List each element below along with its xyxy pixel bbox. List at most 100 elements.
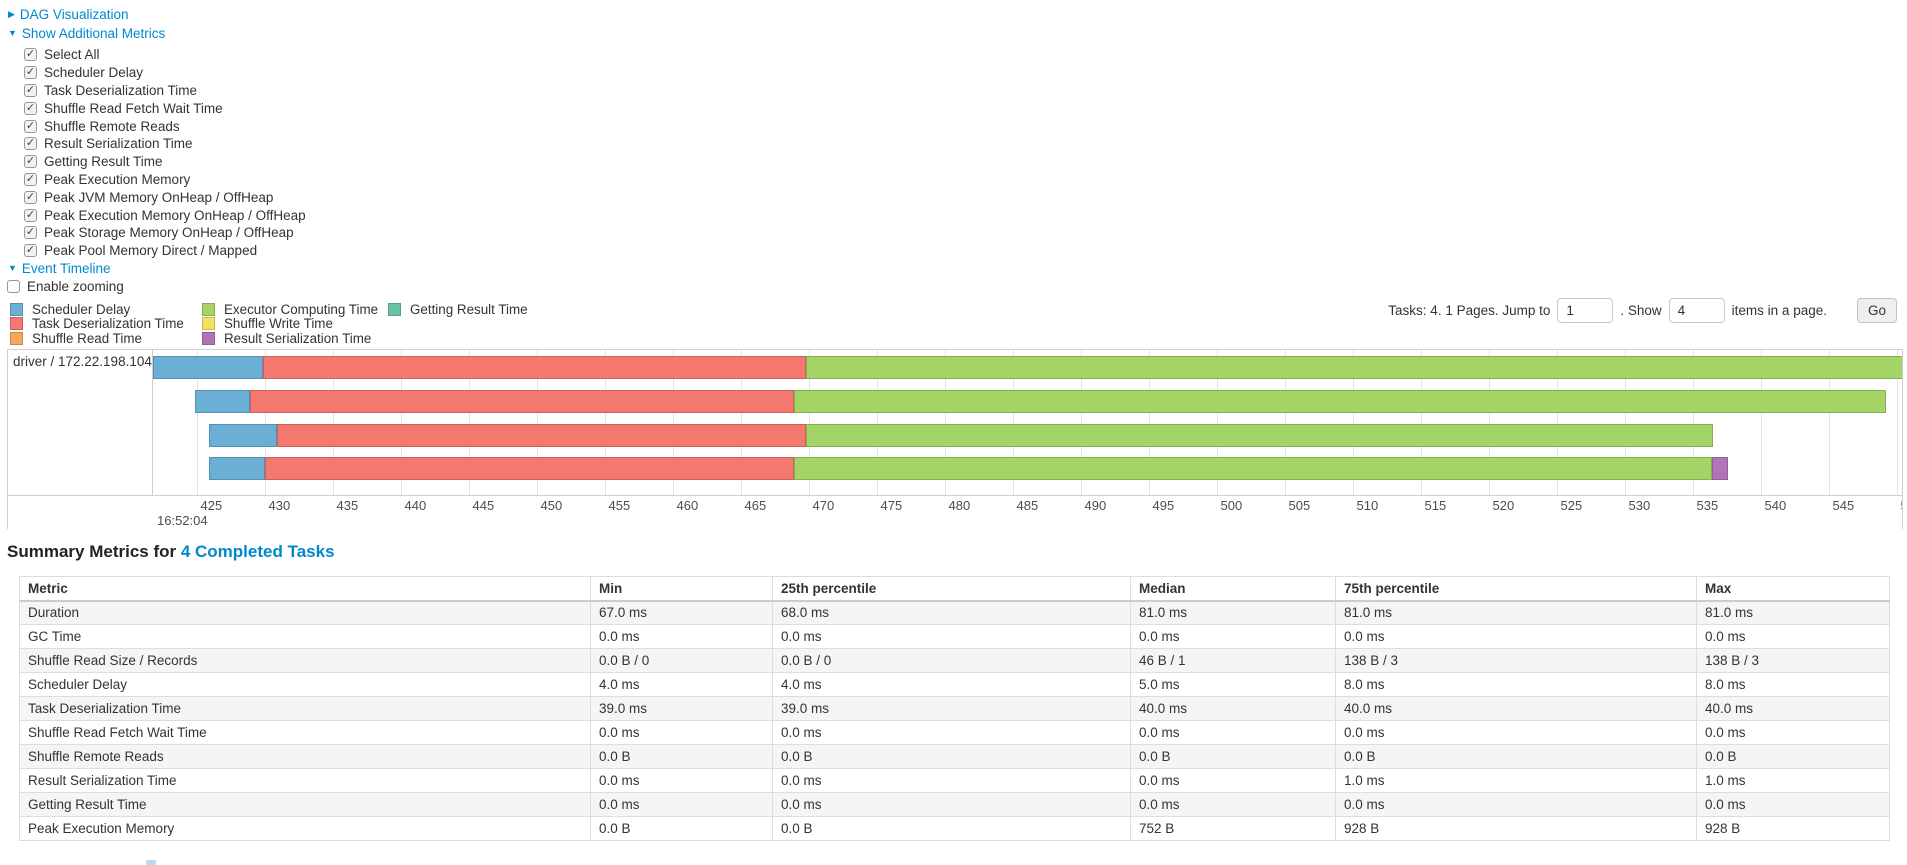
task-bar-segment-executor_computing[interactable] — [793, 457, 1712, 480]
executor-group-label: driver / 172.22.198.104 — [13, 354, 152, 369]
checkbox-icon[interactable] — [24, 226, 37, 240]
metric-name-cell: GC Time — [19, 624, 591, 649]
table-header-cell: Median — [1130, 576, 1336, 602]
event-timeline-label: Event Timeline — [21, 261, 111, 276]
metric-checkbox-scheduler-delay[interactable]: Scheduler Delay — [24, 64, 306, 82]
task-bar-segment-task_deserialization[interactable] — [263, 356, 806, 379]
task-bar-segment-result_serialization[interactable] — [1711, 457, 1728, 480]
task-bar-segment-scheduler_delay[interactable] — [153, 356, 264, 379]
axis-tick-label: 545 — [1832, 498, 1855, 513]
metric-checkbox-select-all[interactable]: Select All — [24, 46, 306, 64]
checkbox-icon[interactable] — [24, 83, 37, 97]
task-bar-segment-task_deserialization[interactable] — [249, 390, 794, 413]
event-timeline-toggle[interactable]: ▼ Event Timeline — [8, 261, 110, 276]
metric-checkbox-label: Peak Pool Memory Direct / Mapped — [44, 243, 258, 259]
items-per-page-input[interactable] — [1668, 297, 1725, 323]
metric-value-cell: 39.0 ms — [772, 696, 1131, 721]
show-additional-metrics-toggle[interactable]: ▼ Show Additional Metrics — [8, 26, 165, 41]
task-bar-segment-scheduler_delay[interactable] — [208, 424, 277, 447]
metric-checkbox-task-deserialization-time[interactable]: Task Deserialization Time — [24, 82, 306, 100]
checkbox-icon[interactable] — [24, 172, 37, 186]
metric-checkbox-getting-result-time[interactable]: Getting Result Time — [24, 153, 306, 171]
dag-visualization-toggle[interactable]: ▶ DAG Visualization — [8, 7, 128, 22]
metric-value-cell: 1.0 ms — [1335, 768, 1697, 793]
metric-checkbox-peak-execution-memory-onheap-offheap[interactable]: Peak Execution Memory OnHeap / OffHeap — [24, 206, 306, 224]
axis-tick-label: 455 — [608, 498, 631, 513]
task-bar-segment-executor_computing[interactable] — [805, 424, 1713, 447]
metric-name-cell: Task Deserialization Time — [19, 696, 591, 721]
checkbox-icon[interactable] — [24, 244, 37, 258]
next-section-cutoff — [146, 860, 156, 865]
checkbox-icon[interactable] — [24, 101, 37, 115]
legend-swatch-scheduler_delay — [10, 302, 23, 316]
table-header-cell: 25th percentile — [772, 576, 1131, 602]
checkbox-icon[interactable] — [24, 190, 37, 204]
timeline-group-column: driver / 172.22.198.104 — [8, 350, 153, 495]
metric-value-cell: 0.0 B — [1696, 744, 1890, 769]
checkbox-icon[interactable] — [24, 66, 37, 80]
chevron-right-icon: ▶ — [8, 9, 15, 19]
metric-name-cell: Duration — [19, 600, 591, 625]
jump-to-page-input[interactable] — [1557, 297, 1614, 323]
heading-prefix: Summary Metrics for — [7, 542, 181, 561]
dag-visualization-label: DAG Visualization — [19, 7, 129, 22]
event-timeline-chart: driver / 172.22.198.104 16:52:04 425 430 4… — [7, 349, 1903, 529]
axis-tick-label: 430 — [268, 498, 291, 513]
axis-tick-label: 440 — [404, 498, 427, 513]
metric-value-cell: 40.0 ms — [1696, 696, 1890, 721]
axis-tick-label: 495 — [1152, 498, 1175, 513]
task-bar-segment-scheduler_delay[interactable] — [195, 390, 250, 413]
metric-checkbox-label: Peak Execution Memory OnHeap / OffHeap — [44, 207, 306, 223]
metric-checkbox-peak-jvm-memory-onheap-offheap[interactable]: Peak JVM Memory OnHeap / OffHeap — [24, 188, 306, 206]
metric-name-cell: Getting Result Time — [19, 792, 591, 817]
legend-swatch-result_serialization — [202, 331, 215, 345]
metric-checkbox-peak-storage-memory-onheap-offheap[interactable]: Peak Storage Memory OnHeap / OffHeap — [24, 224, 306, 242]
metric-checkbox-peak-execution-memory[interactable]: Peak Execution Memory — [24, 171, 306, 189]
checkbox-icon[interactable] — [24, 48, 37, 62]
metric-checkbox-result-serialization-time[interactable]: Result Serialization Time — [24, 135, 306, 153]
metric-checkbox-label: Getting Result Time — [44, 154, 163, 170]
table-row: Getting Result Time 0.0 ms 0.0 ms 0.0 ms 0.0… — [19, 792, 1890, 817]
metric-value-cell: 0.0 B — [772, 816, 1131, 841]
legend-swatch-shuffle_read — [10, 331, 23, 345]
legend-swatch-executor_computing — [202, 302, 215, 316]
legend-item: Shuffle Write Time — [202, 316, 388, 331]
table-row: GC Time 0.0 ms 0.0 ms 0.0 ms 0.0 ms 0.0 ms — [19, 624, 1890, 649]
go-button[interactable]: Go — [1856, 297, 1897, 323]
legend-item: Shuffle Read Time — [10, 331, 202, 346]
metric-value-cell: 68.0 ms — [772, 600, 1131, 625]
metric-checkbox-label: Shuffle Remote Reads — [44, 118, 180, 134]
metric-checkbox-peak-pool-memory-direct-mapped[interactable]: Peak Pool Memory Direct / Mapped — [24, 242, 306, 260]
metric-value-cell: 0.0 ms — [1335, 624, 1697, 649]
legend-swatch-getting_result — [388, 302, 401, 316]
metric-value-cell: 8.0 ms — [1696, 672, 1890, 697]
axis-gridline — [1896, 350, 1898, 495]
axis-gridline — [1012, 350, 1014, 495]
legend-label: Scheduler Delay — [32, 301, 131, 317]
axis-gridline — [400, 350, 402, 495]
checkbox-icon[interactable] — [24, 208, 37, 222]
axis-gridline — [1420, 350, 1422, 495]
metric-checkbox-shuffle-read-fetch-wait-time[interactable]: Shuffle Read Fetch Wait Time — [24, 99, 306, 117]
checkbox-icon[interactable] — [24, 155, 37, 169]
checkbox-icon[interactable] — [24, 119, 37, 133]
task-bar-segment-executor_computing[interactable] — [793, 390, 1886, 413]
task-bar-segment-executor_computing[interactable] — [805, 356, 1902, 379]
completed-tasks-link[interactable]: 4 Completed Tasks — [180, 542, 335, 561]
axis-gridline — [1556, 350, 1558, 495]
metric-value-cell: 0.0 ms — [772, 792, 1131, 817]
metric-value-cell: 0.0 ms — [772, 768, 1131, 793]
axis-gridline — [1080, 350, 1082, 495]
task-bar-segment-task_deserialization[interactable] — [264, 457, 794, 480]
timeline-time-axis: 16:52:04 425 430 435 440 445 450 455 460 465 470 4… — [8, 495, 1902, 529]
checkbox-icon[interactable] — [24, 137, 37, 151]
checkbox-icon[interactable] — [7, 280, 20, 293]
metric-checkbox-shuffle-remote-reads[interactable]: Shuffle Remote Reads — [24, 117, 306, 135]
enable-zooming-checkbox[interactable]: Enable zooming — [7, 279, 124, 294]
legend-item: Scheduler Delay — [10, 302, 202, 317]
task-bar-segment-task_deserialization[interactable] — [276, 424, 806, 447]
axis-gridline — [1284, 350, 1286, 495]
metric-checkbox-label: Peak JVM Memory OnHeap / OffHeap — [44, 189, 274, 205]
task-bar-segment-scheduler_delay[interactable] — [208, 457, 265, 480]
metric-value-cell: 8.0 ms — [1335, 672, 1697, 697]
